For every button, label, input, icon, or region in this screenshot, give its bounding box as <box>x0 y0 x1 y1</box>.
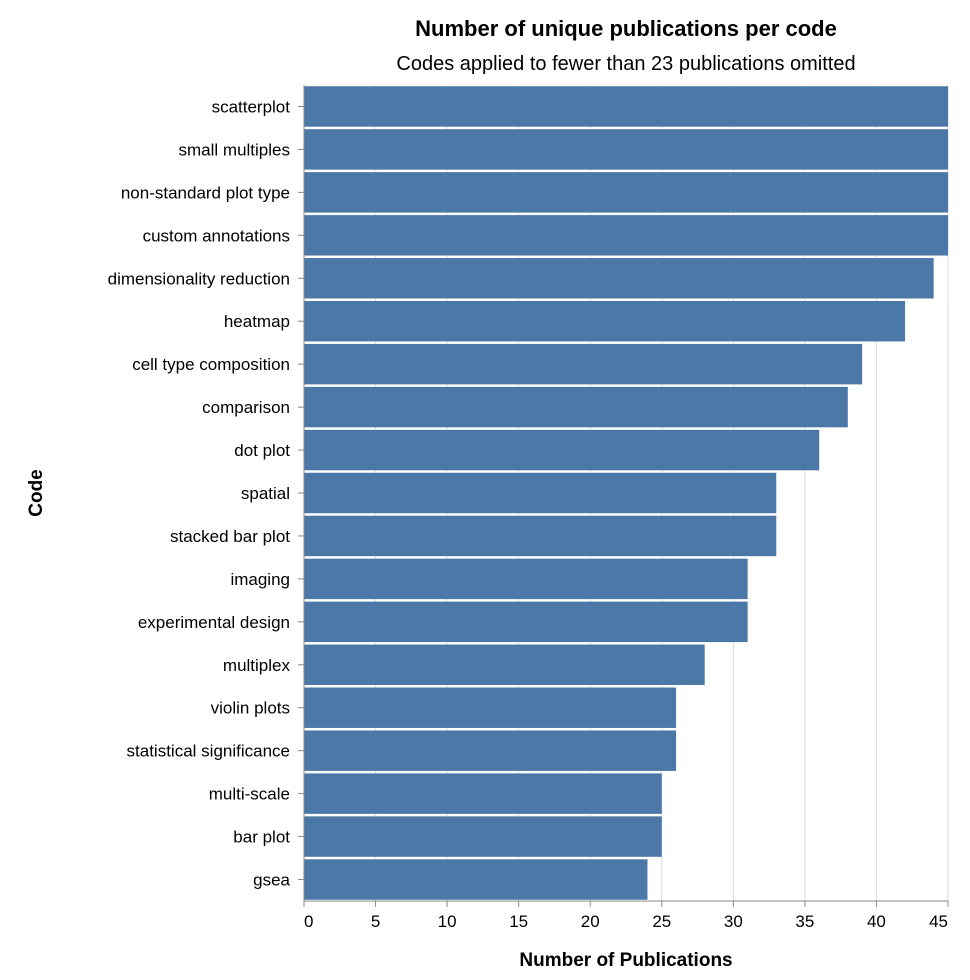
y-tick-label: custom annotations <box>143 226 290 245</box>
y-tick-label: non-standard plot type <box>121 183 290 202</box>
bar <box>304 86 948 127</box>
bar <box>304 816 662 857</box>
bar <box>304 215 948 256</box>
y-tick-label: dimensionality reduction <box>108 269 290 288</box>
y-tick-label: multi-scale <box>209 785 290 804</box>
x-tick-label: 35 <box>795 912 814 931</box>
y-tick-label: imaging <box>230 570 290 589</box>
y-tick-label: spatial <box>241 484 290 503</box>
x-axis-title: Number of Publications <box>519 950 732 971</box>
x-tick-label: 25 <box>652 912 671 931</box>
x-tick-label: 15 <box>509 912 528 931</box>
y-tick-label: cell type composition <box>132 355 290 374</box>
bars <box>304 86 948 900</box>
bar <box>304 429 820 471</box>
chart-title: Number of unique publications per code <box>415 16 837 41</box>
bar <box>304 644 705 686</box>
x-tick-label: 40 <box>867 912 886 931</box>
bar <box>304 730 677 771</box>
y-tick-label: heatmap <box>224 312 290 331</box>
x-tick-label: 5 <box>371 912 380 931</box>
axes: scatterplot small multiples non-standard p… <box>108 85 949 931</box>
y-tick-label: experimental design <box>138 613 290 632</box>
y-tick-label: bar plot <box>233 828 290 847</box>
y-tick-label: gsea <box>253 871 290 890</box>
y-tick-label: statistical significance <box>127 742 290 761</box>
y-tick-label: stacked bar plot <box>170 527 290 546</box>
bar <box>304 300 906 342</box>
x-tick-label: 10 <box>438 912 457 931</box>
bar <box>304 601 748 643</box>
bar <box>304 859 648 900</box>
y-tick-label: dot plot <box>234 441 290 460</box>
bar <box>304 386 848 428</box>
y-tick-label: comparison <box>202 398 290 417</box>
y-tick-label: multiplex <box>223 656 291 675</box>
y-axis-title: Code <box>26 469 47 517</box>
bar <box>304 343 863 385</box>
bar <box>304 687 677 728</box>
bar <box>304 773 662 814</box>
y-tick-label: violin plots <box>211 699 290 718</box>
x-tick-label: 20 <box>581 912 600 931</box>
bar <box>304 172 948 213</box>
x-tick-label: 30 <box>724 912 743 931</box>
bar <box>304 558 748 600</box>
chart-subtitle: Codes applied to fewer than 23 publicati… <box>396 53 855 75</box>
y-tick-label: scatterplot <box>212 97 291 116</box>
bar <box>304 129 948 170</box>
y-tick-label: small multiples <box>179 140 290 159</box>
bar <box>304 258 934 299</box>
bar <box>304 472 777 514</box>
bar <box>304 515 777 557</box>
x-tick-label: 45 <box>929 912 948 931</box>
x-tick-label: 0 <box>304 912 313 931</box>
